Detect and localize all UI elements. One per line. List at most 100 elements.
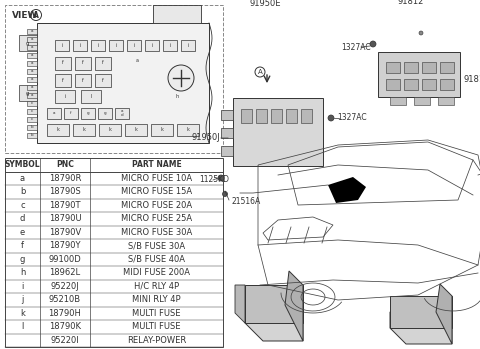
Text: l: l [90, 94, 92, 98]
Polygon shape [285, 271, 303, 341]
Bar [27, 77, 37, 82]
Bar [404, 79, 418, 90]
Text: 18790H: 18790H [48, 309, 82, 318]
Bar [221, 146, 233, 156]
Bar [286, 109, 297, 123]
Text: i: i [64, 94, 66, 98]
Bar [55, 57, 71, 70]
Text: a: a [31, 93, 33, 97]
Text: a: a [31, 29, 33, 33]
Text: k: k [108, 127, 111, 132]
Bar [163, 40, 177, 51]
Polygon shape [436, 284, 452, 344]
Text: e: e [20, 228, 25, 237]
Text: MICRO FUSE 15A: MICRO FUSE 15A [121, 187, 192, 196]
Text: H/C RLY 4P: H/C RLY 4P [134, 282, 179, 291]
Text: f: f [82, 77, 84, 82]
Bar [440, 62, 454, 73]
Bar [75, 74, 91, 87]
Bar [422, 79, 436, 90]
Text: a: a [31, 69, 33, 73]
Text: a
d: a d [120, 109, 123, 117]
Bar [438, 97, 454, 105]
Bar [27, 125, 37, 130]
Text: SYMBOL: SYMBOL [5, 160, 40, 169]
Bar [177, 124, 199, 136]
Bar [75, 57, 91, 70]
Text: a: a [31, 45, 33, 49]
Text: MIDI FUSE 200A: MIDI FUSE 200A [123, 268, 190, 277]
Text: 18962L: 18962L [49, 268, 81, 277]
Bar [422, 62, 436, 73]
Bar [256, 109, 267, 123]
Text: i: i [169, 43, 171, 48]
Bar [27, 69, 37, 74]
Bar [386, 62, 400, 73]
Text: a: a [31, 37, 33, 41]
Bar [73, 124, 95, 136]
Text: f: f [102, 77, 104, 82]
Text: 91950J: 91950J [191, 134, 220, 142]
Text: i: i [151, 43, 153, 48]
Circle shape [255, 67, 265, 77]
Polygon shape [390, 296, 452, 328]
Text: k: k [20, 309, 25, 318]
Text: 18790V: 18790V [49, 228, 81, 237]
Text: i: i [133, 43, 135, 48]
Text: b: b [31, 125, 33, 129]
Text: MICRO FUSE 25A: MICRO FUSE 25A [121, 214, 192, 223]
Bar [27, 45, 37, 50]
Bar [271, 109, 282, 123]
Bar [109, 40, 123, 51]
Text: i: i [187, 43, 189, 48]
Bar [27, 109, 37, 114]
Text: g: g [87, 111, 89, 115]
Text: k: k [187, 127, 190, 132]
Text: 95220I: 95220I [50, 336, 79, 345]
Bar [98, 108, 112, 119]
Polygon shape [235, 285, 245, 323]
Bar [19, 85, 37, 101]
Text: h: h [175, 94, 179, 98]
Text: k: k [57, 127, 60, 132]
Text: f: f [62, 60, 64, 66]
Text: k: k [161, 127, 163, 132]
Text: RELAY-POWER: RELAY-POWER [127, 336, 186, 345]
Text: MICRO FUSE 20A: MICRO FUSE 20A [121, 201, 192, 210]
Text: 1327AC: 1327AC [341, 43, 371, 52]
Text: f: f [82, 60, 84, 66]
Circle shape [328, 115, 334, 121]
Bar [127, 40, 141, 51]
Bar [19, 35, 37, 51]
Text: MICRO FUSE 10A: MICRO FUSE 10A [121, 174, 192, 183]
Bar [5, 5, 223, 153]
Text: b: b [20, 187, 25, 196]
Bar [301, 109, 312, 123]
Text: VIEW: VIEW [12, 10, 38, 20]
Text: a: a [31, 85, 33, 89]
Text: 18790U: 18790U [48, 214, 81, 223]
Bar [386, 79, 400, 90]
Text: i: i [97, 43, 99, 48]
Circle shape [370, 41, 376, 47]
Text: 18790S: 18790S [49, 187, 81, 196]
Bar [73, 40, 87, 51]
Text: c: c [20, 201, 25, 210]
Bar [95, 57, 111, 70]
Circle shape [168, 65, 194, 91]
Bar [27, 53, 37, 58]
Circle shape [223, 192, 228, 196]
Text: 1327AC: 1327AC [337, 113, 367, 122]
Bar [414, 97, 430, 105]
Text: c: c [31, 109, 33, 113]
Bar [221, 128, 233, 138]
Text: i: i [79, 43, 81, 48]
Bar [27, 37, 37, 42]
Bar [151, 124, 173, 136]
Text: i: i [21, 282, 24, 291]
Bar [27, 133, 37, 138]
Bar [64, 108, 78, 119]
Text: k: k [83, 127, 85, 132]
Bar [241, 109, 252, 123]
Text: PART NAME: PART NAME [132, 160, 181, 169]
